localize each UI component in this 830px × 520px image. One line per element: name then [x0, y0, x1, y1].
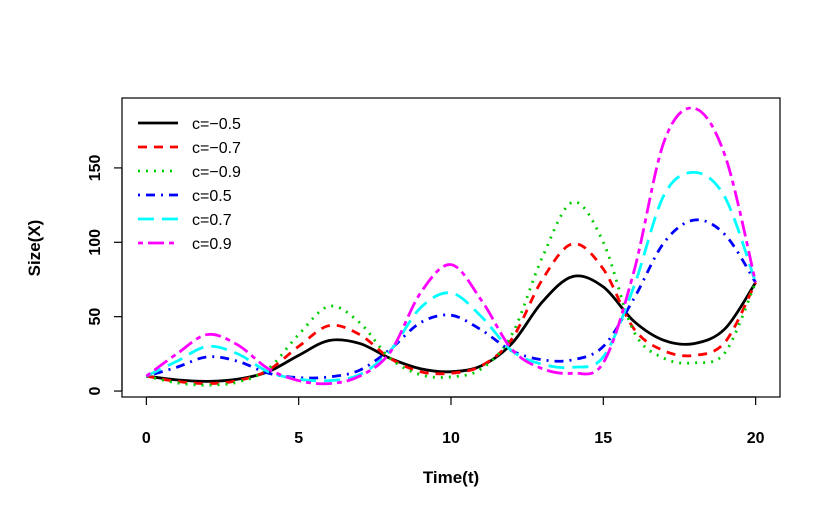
y-axis: 0 50 100 150 — [87, 154, 123, 396]
legend-label: c=0.9 — [192, 236, 232, 253]
legend-label: c=−0.5 — [192, 116, 241, 133]
y-tick-label: 150 — [87, 154, 104, 181]
series-line-1 — [146, 274, 757, 383]
legend-label: c=−0.7 — [192, 140, 241, 157]
y-tick-label: 50 — [87, 308, 104, 326]
x-tick-label: 20 — [747, 430, 765, 447]
x-tick-label: 5 — [294, 430, 303, 447]
series-line-6 — [145, 106, 757, 386]
legend: c=−0.5 c=−0.7 c=−0.9 c=0.5 c=0.7 c=0.9 — [138, 116, 241, 253]
series-layer — [145, 106, 757, 387]
x-tick-label: 0 — [142, 430, 151, 447]
x-axis-title: Time(t) — [423, 468, 479, 487]
y-tick-label: 0 — [87, 387, 104, 396]
x-axis: 0 5 10 15 20 — [142, 396, 765, 447]
y-axis-title: Size(X) — [25, 220, 44, 277]
series-line-4 — [145, 218, 757, 380]
y-tick-label: 100 — [87, 229, 104, 256]
legend-label: c=0.5 — [192, 188, 232, 205]
x-tick-label: 10 — [442, 430, 460, 447]
series-line-3 — [146, 200, 757, 387]
series-line-5 — [145, 170, 757, 383]
x-tick-label: 15 — [594, 430, 612, 447]
legend-label: c=0.7 — [192, 212, 232, 229]
legend-label: c=−0.9 — [192, 164, 241, 181]
